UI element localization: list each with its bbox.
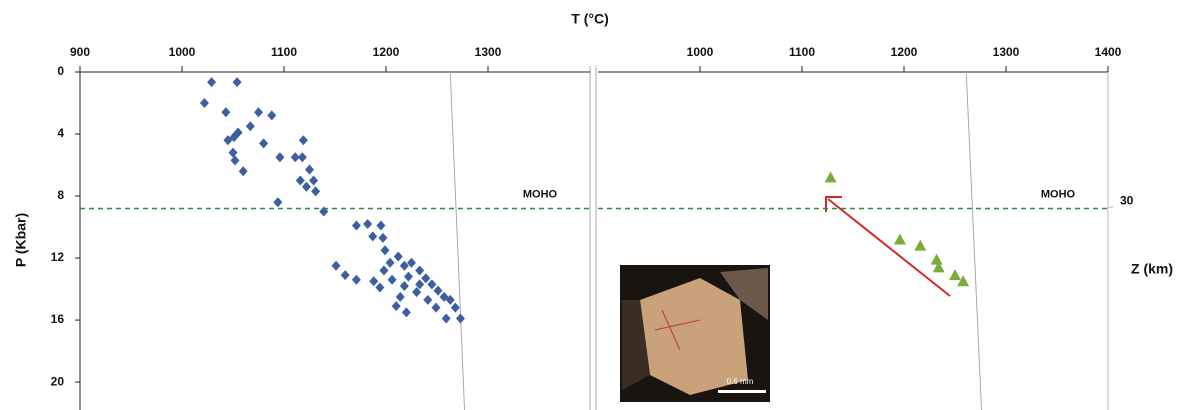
x-tick-label: 1000	[687, 45, 714, 59]
data-point	[949, 269, 961, 280]
data-point	[246, 121, 255, 131]
moho-label: MOHO	[523, 188, 558, 200]
data-point	[392, 301, 401, 311]
data-point	[259, 138, 268, 148]
data-point	[299, 135, 308, 145]
data-point	[332, 261, 341, 271]
data-point	[341, 270, 350, 280]
data-point	[273, 197, 282, 207]
y-tick-label: 12	[51, 250, 65, 264]
data-point	[394, 252, 403, 262]
data-point	[894, 233, 906, 244]
data-point	[221, 107, 230, 117]
x-tick-label: 900	[70, 45, 90, 59]
data-point	[352, 220, 361, 230]
x-tick-label: 1300	[993, 45, 1020, 59]
data-point	[298, 152, 307, 162]
data-point	[421, 273, 430, 283]
data-point	[434, 286, 443, 296]
data-point	[352, 275, 361, 285]
scale-label: 0.6 mm	[727, 377, 754, 386]
reference-line	[966, 72, 981, 410]
data-point	[200, 98, 209, 108]
y-tick-label: 16	[51, 312, 65, 326]
data-point	[378, 233, 387, 243]
data-point	[229, 148, 238, 158]
data-point	[309, 176, 318, 186]
data-point	[415, 265, 424, 275]
inset-photo: 0.6 mm	[620, 265, 770, 402]
data-point	[296, 176, 305, 186]
data-point	[396, 292, 405, 302]
data-point	[825, 171, 837, 182]
x-tick-label: 1300	[475, 45, 502, 59]
data-point	[400, 281, 409, 291]
arrow	[826, 197, 950, 296]
y2-tick-label: 30	[1120, 193, 1134, 207]
data-point	[231, 155, 240, 165]
data-point	[207, 77, 216, 87]
data-point	[380, 245, 389, 255]
data-point	[931, 254, 943, 265]
data-point	[451, 303, 460, 313]
data-point	[363, 219, 372, 229]
x-tick-label: 1400	[1095, 45, 1122, 59]
data-point	[275, 152, 284, 162]
data-point	[386, 258, 395, 268]
x-axis-title: T (°C)	[571, 11, 608, 27]
data-point	[302, 182, 311, 192]
x-tick-label: 1100	[271, 45, 297, 59]
data-point	[254, 107, 263, 117]
data-point	[368, 231, 377, 241]
x-tick-label: 1200	[373, 45, 400, 59]
data-point	[423, 295, 432, 305]
data-point	[442, 314, 451, 324]
chart: T (°C) P (Kbar) Z (km) 0.6 mm 900 1000 110…	[0, 0, 1179, 410]
x-tick-label: 1000	[169, 45, 196, 59]
data-point	[427, 279, 436, 289]
data-point	[311, 186, 320, 196]
data-point	[233, 77, 242, 87]
moho-label: MOHO	[1041, 188, 1076, 200]
data-point	[375, 283, 384, 293]
data-point	[404, 272, 413, 282]
x-tick-label: 1100	[789, 45, 815, 59]
data-point	[914, 240, 926, 251]
y-tick-label: 8	[57, 188, 64, 202]
y-tick-label: 20	[51, 374, 65, 388]
y2-axis-title: Z (km)	[1131, 261, 1173, 277]
y-axis-title: P (Kbar)	[13, 213, 29, 267]
data-point	[239, 166, 248, 176]
data-point	[388, 275, 397, 285]
x-tick-label: 1200	[891, 45, 918, 59]
data-point	[379, 265, 388, 275]
data-point	[402, 307, 411, 317]
data-point	[369, 276, 378, 286]
reference-line	[450, 72, 464, 410]
y-tick-label: 4	[57, 126, 64, 140]
data-point	[431, 303, 440, 313]
data-point	[305, 165, 314, 175]
y-tick-label: 0	[57, 64, 64, 78]
data-point	[376, 220, 385, 230]
data-point	[456, 314, 465, 324]
data-point	[267, 110, 276, 120]
